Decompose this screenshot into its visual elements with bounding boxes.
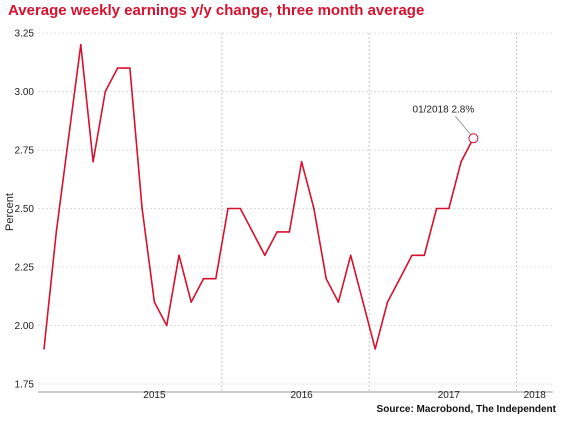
data-point — [67, 137, 70, 140]
x-tick-label: 2015 — [143, 390, 166, 401]
y-tick-labels: 3.25 3.00 2.75 2.50 2.25 2.00 1.75 — [15, 29, 35, 391]
data-point — [325, 277, 327, 280]
data-point — [288, 231, 291, 233]
data-point — [398, 277, 401, 280]
data-point — [129, 67, 131, 69]
data-point — [153, 301, 156, 303]
data-point — [202, 277, 205, 280]
x-tick-label: 2018 — [524, 390, 547, 401]
data-point — [227, 207, 229, 210]
series-line — [43, 43, 475, 350]
y-tick-label: 1.75 — [15, 380, 35, 391]
annotation-leader — [455, 116, 471, 135]
data-point — [43, 348, 45, 350]
data-point — [55, 231, 58, 233]
data-point — [337, 301, 340, 303]
data-point — [80, 43, 82, 46]
y-tick-label: 2.25 — [15, 263, 35, 274]
data-point — [165, 324, 168, 327]
y-tick-label: 2.75 — [15, 146, 35, 157]
y-tick-label: 3.25 — [15, 29, 35, 40]
source-note: Source: Macrobond, The Independent — [376, 404, 556, 415]
data-point — [190, 301, 193, 303]
data-point — [411, 254, 413, 257]
data-point — [178, 254, 180, 257]
data-point — [239, 207, 242, 210]
data-point — [141, 207, 143, 210]
data-point — [386, 301, 389, 303]
data-point — [423, 254, 426, 257]
data-point — [276, 231, 278, 233]
data-point — [460, 160, 462, 163]
data-point — [448, 207, 450, 210]
data-point — [362, 301, 364, 303]
data-point — [251, 231, 254, 233]
data-point — [300, 160, 303, 163]
year-divider-lines — [221, 33, 517, 392]
x-tick-label: 2016 — [291, 390, 314, 401]
chart-title: Average weekly earnings y/y change, thre… — [8, 2, 425, 19]
y-tick-label: 2.50 — [15, 204, 35, 215]
data-point — [374, 348, 377, 350]
data-point — [264, 254, 266, 257]
y-tick-label: 3.00 — [15, 87, 35, 98]
data-point — [214, 277, 217, 280]
data-point — [116, 67, 119, 69]
data-point — [92, 160, 94, 163]
gridlines — [38, 32, 553, 385]
data-point — [435, 207, 438, 210]
y-axis-label: Percent — [4, 193, 16, 231]
x-tick-label: 2017 — [438, 390, 461, 401]
data-point — [104, 90, 107, 93]
data-point — [349, 254, 352, 257]
series-points — [43, 43, 475, 350]
annotation-label: 01/2018 2.8% — [413, 104, 475, 115]
data-point — [313, 207, 315, 210]
y-tick-label: 2.00 — [15, 321, 35, 332]
annotation-marker — [468, 133, 479, 144]
x-tick-labels: 2015 2016 2017 2018 — [143, 390, 546, 401]
